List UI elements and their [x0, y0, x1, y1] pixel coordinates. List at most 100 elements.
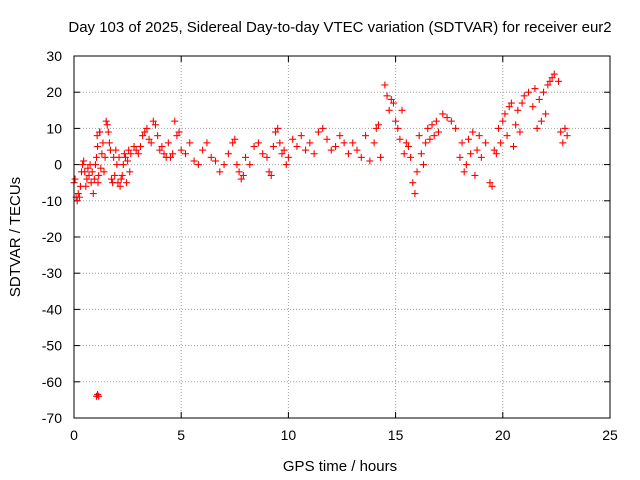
data-point	[520, 92, 528, 100]
data-point	[250, 143, 258, 150]
chart-title: Day 103 of 2025, Sidereal Day-to-day VTE…	[68, 19, 611, 36]
data-point	[233, 161, 241, 169]
data-point	[467, 150, 475, 158]
data-point	[452, 124, 460, 132]
data-point	[134, 150, 142, 158]
data-point	[105, 139, 113, 147]
data-point	[119, 161, 127, 169]
data-point	[164, 139, 172, 147]
data-point	[501, 110, 509, 118]
data-point	[428, 121, 436, 129]
data-point	[93, 132, 101, 140]
data-point	[127, 150, 135, 158]
y-tick-label: -30	[42, 265, 62, 281]
y-tick-label: -70	[42, 410, 62, 426]
data-point	[102, 117, 110, 125]
data-point	[156, 146, 164, 154]
data-point	[353, 146, 361, 154]
data-point	[462, 161, 470, 169]
data-point	[297, 132, 305, 140]
data-point	[84, 164, 92, 172]
data-point	[272, 128, 280, 136]
x-tick-label: 5	[177, 427, 185, 443]
data-point	[147, 139, 155, 147]
data-point	[537, 117, 545, 125]
data-point	[422, 139, 430, 147]
data-point	[85, 171, 93, 179]
data-point	[237, 175, 245, 183]
data-point	[116, 182, 124, 190]
data-point	[381, 81, 389, 89]
data-point	[203, 139, 211, 147]
x-tick-label: 20	[495, 427, 511, 443]
data-point	[383, 92, 391, 100]
data-point	[166, 153, 174, 161]
data-point	[464, 135, 472, 143]
data-point	[469, 128, 477, 136]
data-point	[235, 168, 243, 176]
grid-lines	[74, 56, 610, 418]
data-point	[402, 139, 410, 147]
data-point	[374, 121, 382, 129]
data-point	[492, 150, 500, 158]
data-point	[207, 153, 215, 161]
data-point	[246, 161, 254, 169]
data-point	[73, 197, 81, 205]
data-point	[544, 81, 552, 89]
data-point	[349, 139, 357, 147]
data-point	[278, 150, 286, 158]
x-tick-label: 25	[602, 427, 618, 443]
data-point	[518, 99, 526, 107]
data-point	[267, 171, 275, 179]
data-point	[145, 135, 153, 143]
data-point	[265, 168, 273, 176]
y-tick-label: -60	[42, 374, 62, 390]
data-point	[98, 150, 106, 158]
data-point	[503, 132, 511, 140]
data-point	[81, 168, 89, 176]
data-point	[443, 114, 451, 122]
data-point	[224, 150, 232, 158]
data-point	[510, 143, 518, 150]
data-point	[80, 157, 88, 165]
data-point	[372, 124, 380, 132]
data-point	[269, 143, 277, 150]
data-point	[280, 146, 288, 154]
data-point	[531, 85, 539, 93]
data-point	[387, 95, 395, 103]
data-point	[111, 171, 119, 179]
data-point	[126, 168, 134, 176]
data-point	[293, 143, 301, 150]
data-point	[417, 150, 425, 158]
data-point	[486, 179, 494, 187]
data-point	[430, 132, 438, 140]
data-point	[112, 146, 120, 154]
data-point	[366, 157, 374, 165]
data-point	[563, 132, 571, 140]
data-point	[432, 117, 440, 125]
data-point	[75, 193, 83, 201]
data-point	[415, 132, 423, 140]
data-point	[274, 124, 282, 132]
data-point	[471, 171, 479, 179]
data-point	[357, 153, 365, 161]
data-point	[473, 146, 481, 154]
data-point	[533, 124, 541, 132]
plot-frame	[73, 55, 611, 419]
y-tick-label: -20	[42, 229, 62, 245]
data-point	[419, 161, 427, 169]
data-point	[409, 179, 417, 187]
data-point	[71, 175, 79, 183]
data-point	[263, 153, 271, 161]
data-point	[424, 124, 432, 132]
data-point	[561, 124, 569, 132]
data-point	[160, 150, 168, 158]
data-point	[282, 161, 290, 169]
data-point	[396, 135, 404, 143]
y-tick-label: 30	[46, 48, 62, 64]
data-point	[120, 150, 128, 158]
data-point	[411, 190, 419, 198]
data-point	[323, 135, 331, 143]
data-point	[190, 157, 198, 165]
